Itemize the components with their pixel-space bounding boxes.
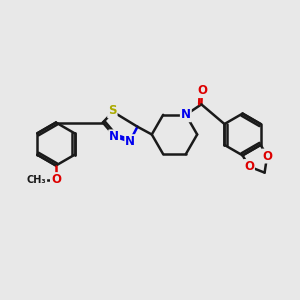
Text: N: N xyxy=(109,130,119,143)
Text: O: O xyxy=(262,149,272,163)
Text: N: N xyxy=(125,135,135,148)
Text: S: S xyxy=(108,104,117,117)
Text: N: N xyxy=(181,108,191,121)
Text: O: O xyxy=(197,84,207,97)
Text: O: O xyxy=(197,84,207,97)
Text: O: O xyxy=(244,160,254,173)
Text: CH₃: CH₃ xyxy=(27,175,46,184)
Text: N: N xyxy=(125,135,135,148)
Text: N: N xyxy=(181,108,191,121)
Text: N: N xyxy=(109,130,119,143)
Text: O: O xyxy=(51,173,61,186)
Text: CH₃: CH₃ xyxy=(27,175,46,184)
Text: O: O xyxy=(244,160,254,173)
Text: O: O xyxy=(51,173,61,186)
Text: S: S xyxy=(108,104,117,117)
Text: O: O xyxy=(262,149,272,163)
